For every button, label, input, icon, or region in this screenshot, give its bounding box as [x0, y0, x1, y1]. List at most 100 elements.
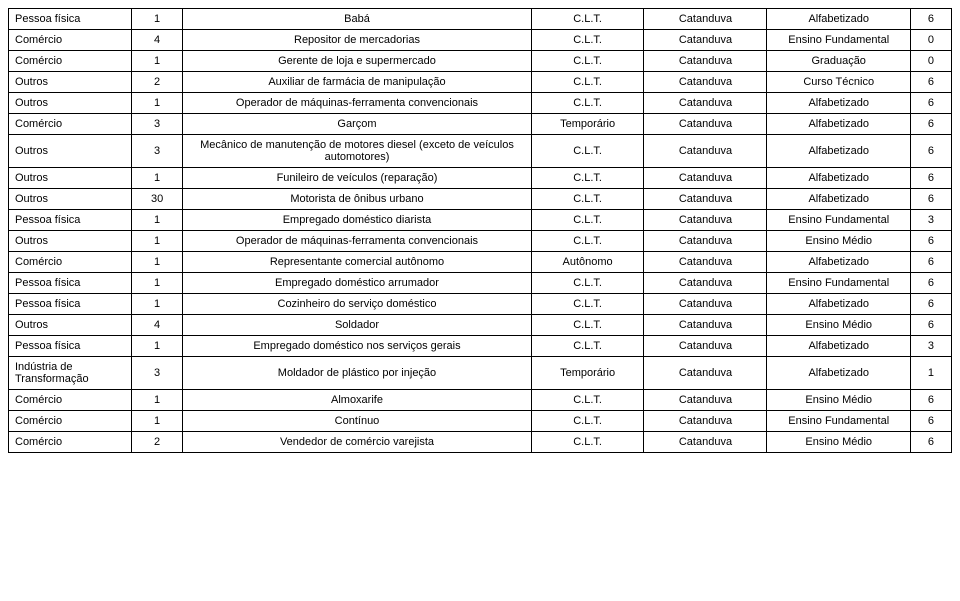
table-cell: 3: [132, 135, 183, 168]
table-cell: 6: [910, 315, 951, 336]
table-cell: Pessoa física: [9, 210, 132, 231]
table-cell: Temporário: [531, 357, 644, 390]
table-cell: Graduação: [767, 51, 911, 72]
table-cell: 0: [910, 51, 951, 72]
table-cell: Mecânico de manutenção de motores diesel…: [183, 135, 532, 168]
table-cell: 3: [910, 210, 951, 231]
table-cell: C.L.T.: [531, 93, 644, 114]
table-cell: Curso Técnico: [767, 72, 911, 93]
table-cell: Almoxarife: [183, 390, 532, 411]
table-cell: Ensino Fundamental: [767, 210, 911, 231]
table-cell: 6: [910, 390, 951, 411]
table-cell: Garçom: [183, 114, 532, 135]
table-cell: C.L.T.: [531, 72, 644, 93]
table-cell: C.L.T.: [531, 168, 644, 189]
table-body: Pessoa física1BabáC.L.T.CatanduvaAlfabet…: [9, 9, 952, 453]
table-row: Indústria de Transformação3Moldador de p…: [9, 357, 952, 390]
table-cell: C.L.T.: [531, 315, 644, 336]
table-cell: 2: [132, 432, 183, 453]
table-cell: C.L.T.: [531, 135, 644, 168]
table-cell: Catanduva: [644, 432, 767, 453]
table-cell: Catanduva: [644, 9, 767, 30]
table-cell: C.L.T.: [531, 411, 644, 432]
table-row: Comércio1Gerente de loja e supermercadoC…: [9, 51, 952, 72]
table-cell: Catanduva: [644, 51, 767, 72]
table-row: Pessoa física1Empregado doméstico diaris…: [9, 210, 952, 231]
table-cell: Comércio: [9, 411, 132, 432]
table-cell: Catanduva: [644, 336, 767, 357]
table-cell: C.L.T.: [531, 432, 644, 453]
table-cell: Outros: [9, 135, 132, 168]
table-cell: Catanduva: [644, 93, 767, 114]
table-cell: Ensino Médio: [767, 231, 911, 252]
table-cell: C.L.T.: [531, 210, 644, 231]
table-cell: Contínuo: [183, 411, 532, 432]
table-cell: Indústria de Transformação: [9, 357, 132, 390]
table-row: Comércio1ContínuoC.L.T.CatanduvaEnsino F…: [9, 411, 952, 432]
table-cell: Ensino Fundamental: [767, 273, 911, 294]
table-cell: Alfabetizado: [767, 135, 911, 168]
table-cell: Pessoa física: [9, 294, 132, 315]
table-row: Comércio1AlmoxarifeC.L.T.CatanduvaEnsino…: [9, 390, 952, 411]
table-cell: Alfabetizado: [767, 9, 911, 30]
table-cell: 1: [132, 51, 183, 72]
table-cell: 6: [910, 9, 951, 30]
table-cell: 4: [132, 30, 183, 51]
table-cell: 1: [132, 9, 183, 30]
table-cell: 2: [132, 72, 183, 93]
table-cell: 1: [132, 168, 183, 189]
table-cell: 6: [910, 72, 951, 93]
table-cell: Ensino Médio: [767, 315, 911, 336]
table-cell: Alfabetizado: [767, 168, 911, 189]
table-cell: 1: [132, 252, 183, 273]
table-cell: Catanduva: [644, 30, 767, 51]
table-cell: 6: [910, 411, 951, 432]
table-row: Comércio1Representante comercial autônom…: [9, 252, 952, 273]
table-cell: 6: [910, 252, 951, 273]
table-cell: Alfabetizado: [767, 294, 911, 315]
table-cell: Catanduva: [644, 231, 767, 252]
table-cell: Outros: [9, 231, 132, 252]
table-cell: 6: [910, 189, 951, 210]
table-cell: Alfabetizado: [767, 252, 911, 273]
table-cell: 1: [132, 210, 183, 231]
table-row: Comércio2Vendedor de comércio varejistaC…: [9, 432, 952, 453]
table-cell: Catanduva: [644, 411, 767, 432]
table-cell: Empregado doméstico diarista: [183, 210, 532, 231]
table-cell: C.L.T.: [531, 51, 644, 72]
table-cell: C.L.T.: [531, 390, 644, 411]
table-cell: Outros: [9, 72, 132, 93]
table-cell: Pessoa física: [9, 9, 132, 30]
table-cell: Empregado doméstico nos serviços gerais: [183, 336, 532, 357]
table-row: Pessoa física1Cozinheiro do serviço domé…: [9, 294, 952, 315]
table-cell: Moldador de plástico por injeção: [183, 357, 532, 390]
table-cell: Pessoa física: [9, 336, 132, 357]
table-cell: Auxiliar de farmácia de manipulação: [183, 72, 532, 93]
table-cell: C.L.T.: [531, 294, 644, 315]
table-cell: 0: [910, 30, 951, 51]
table-cell: 1: [132, 93, 183, 114]
table-cell: Comércio: [9, 114, 132, 135]
table-cell: Outros: [9, 189, 132, 210]
table-row: Outros1Operador de máquinas-ferramenta c…: [9, 93, 952, 114]
table-cell: 1: [132, 231, 183, 252]
table-cell: Catanduva: [644, 315, 767, 336]
table-cell: 6: [910, 432, 951, 453]
table-row: Outros1Funileiro de veículos (reparação)…: [9, 168, 952, 189]
table-cell: 1: [132, 336, 183, 357]
table-cell: Catanduva: [644, 390, 767, 411]
table-cell: 1: [132, 273, 183, 294]
table-cell: Comércio: [9, 432, 132, 453]
table-cell: Catanduva: [644, 210, 767, 231]
table-cell: Catanduva: [644, 135, 767, 168]
table-cell: Comércio: [9, 30, 132, 51]
table-cell: Operador de máquinas-ferramenta convenci…: [183, 93, 532, 114]
table-cell: Empregado doméstico arrumador: [183, 273, 532, 294]
table-cell: C.L.T.: [531, 231, 644, 252]
table-row: Comércio3GarçomTemporárioCatanduvaAlfabe…: [9, 114, 952, 135]
table-cell: Repositor de mercadorias: [183, 30, 532, 51]
table-row: Outros3Mecânico de manutenção de motores…: [9, 135, 952, 168]
table-cell: 1: [132, 411, 183, 432]
table-cell: Representante comercial autônomo: [183, 252, 532, 273]
table-cell: Catanduva: [644, 294, 767, 315]
